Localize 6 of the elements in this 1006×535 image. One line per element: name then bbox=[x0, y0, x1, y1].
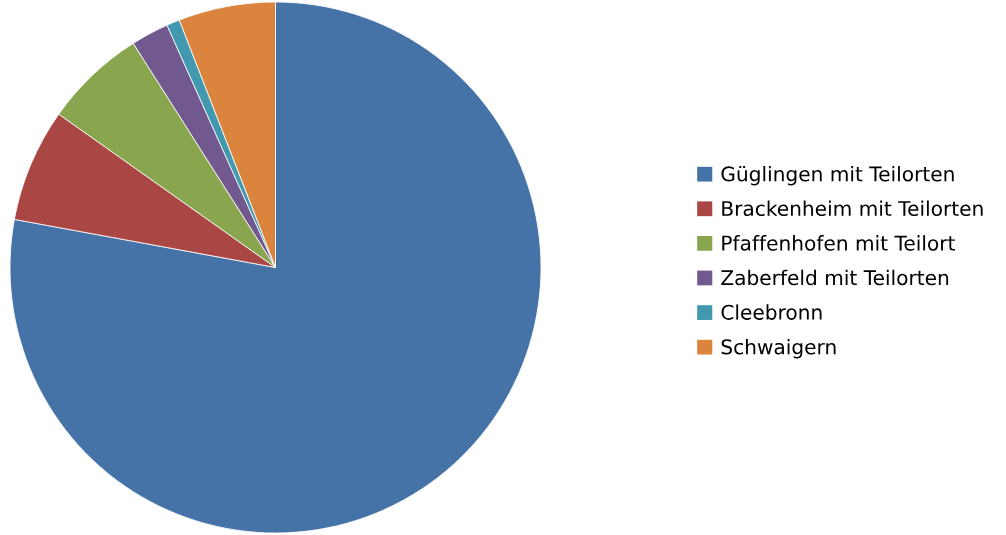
legend-label: Zaberfeld mit Teilorten bbox=[721, 269, 949, 286]
legend-label: Cleebronn bbox=[721, 304, 822, 320]
legend-label: Pfaffenhofen mit Teilort bbox=[722, 235, 955, 251]
legend-label: Schwaigern bbox=[721, 338, 836, 359]
legend-label: Brackenheim mit Teilorten bbox=[722, 200, 983, 217]
legend-label: Güglingen mit Teilorten bbox=[721, 165, 954, 186]
